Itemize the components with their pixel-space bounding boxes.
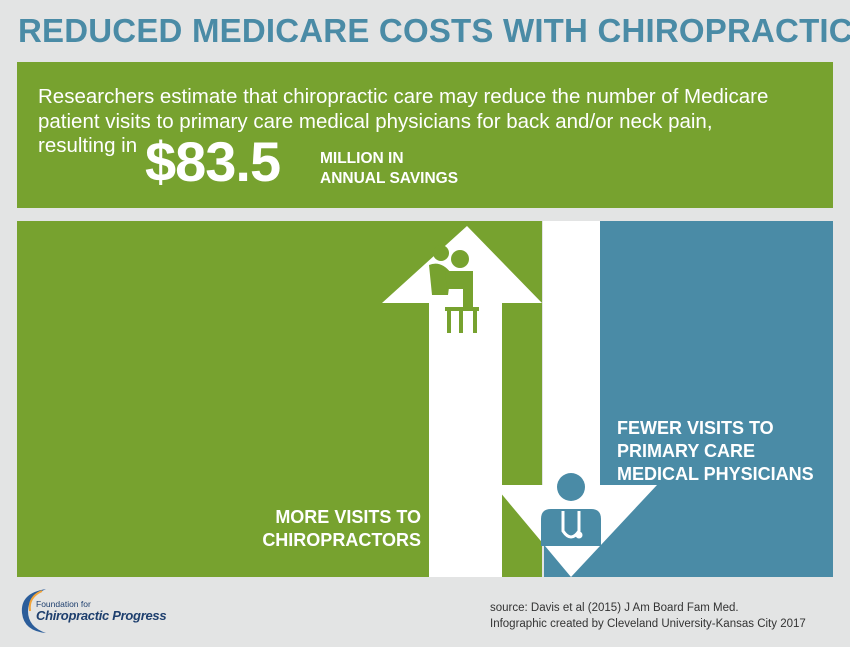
more-visits-line-2: CHIROPRACTORS [262, 530, 421, 550]
fewer-visits-label: FEWER VISITS TO PRIMARY CARE MEDICAL PHY… [617, 417, 814, 486]
up-arrow-icon [382, 226, 542, 577]
fewer-visits-line-2: PRIMARY CARE [617, 441, 756, 461]
intro-line-2: patient visits to primary care medical p… [38, 110, 713, 133]
source-line-2: Infographic created by Cleveland Univers… [490, 618, 806, 630]
logo-small-text: Foundation for [36, 599, 91, 609]
foundation-logo: Foundation for Chiropractic Progress [18, 583, 167, 635]
visits-comparison: MORE VISITS TO CHIROPRACTORS FEWER VISIT… [17, 221, 833, 577]
savings-amount: $83.5 [145, 130, 281, 193]
fewer-visits-line-3: MEDICAL PHYSICIANS [617, 464, 814, 484]
patient-helper-icon [429, 245, 479, 333]
doctor-stethoscope-icon [541, 473, 601, 546]
more-visits-line-1: MORE VISITS TO [275, 507, 421, 527]
down-arrow-icon [494, 221, 657, 577]
swoosh-logo-icon [21, 589, 46, 633]
savings-caption-1: MILLION IN [320, 150, 404, 167]
more-visits-label: MORE VISITS TO CHIROPRACTORS [262, 506, 421, 552]
source-citation: source: Davis et al (2015) J Am Board Fa… [490, 600, 806, 632]
savings-panel: Researchers estimate that chiropractic c… [17, 62, 833, 208]
intro-line-3: resulting in [38, 134, 138, 157]
comparison-graphic [17, 221, 833, 577]
savings-caption-2: ANNUAL SAVINGS [320, 170, 459, 187]
logo-big-text: Chiropractic Progress [36, 608, 167, 623]
source-line-1: source: Davis et al (2015) J Am Board Fa… [490, 602, 739, 614]
fewer-visits-line-1: FEWER VISITS TO [617, 418, 774, 438]
intro-line-1: Researchers estimate that chiropractic c… [38, 85, 769, 108]
infographic-title: REDUCED MEDICARE COSTS WITH CHIROPRACTIC [18, 12, 850, 49]
